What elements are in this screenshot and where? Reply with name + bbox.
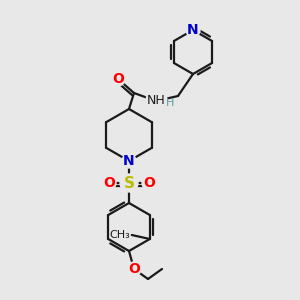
- Text: O: O: [128, 262, 140, 276]
- Circle shape: [186, 23, 200, 37]
- Circle shape: [102, 176, 116, 190]
- Text: CH₃: CH₃: [109, 230, 130, 240]
- Circle shape: [122, 154, 136, 168]
- Text: N: N: [187, 23, 199, 37]
- Circle shape: [127, 262, 141, 276]
- Circle shape: [142, 176, 156, 190]
- Text: S: S: [124, 176, 134, 190]
- Text: O: O: [143, 176, 155, 190]
- Text: O: O: [112, 72, 124, 86]
- Text: O: O: [103, 176, 115, 190]
- Text: H: H: [166, 98, 174, 108]
- Bar: [146, 96, 166, 106]
- Text: NH: NH: [147, 94, 165, 107]
- Circle shape: [111, 72, 125, 86]
- Text: N: N: [123, 154, 135, 168]
- Circle shape: [120, 174, 138, 192]
